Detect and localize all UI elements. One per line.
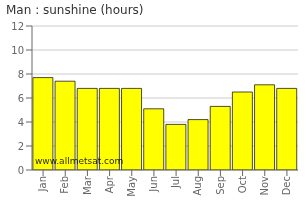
svg-text:Jan: Jan [37, 176, 48, 192]
svg-text:6: 6 [18, 93, 24, 104]
svg-text:4: 4 [18, 117, 24, 128]
svg-text:Aug: Aug [192, 176, 203, 196]
svg-text:Sep: Sep [215, 176, 226, 195]
svg-text:Mar: Mar [82, 175, 93, 195]
svg-text:Oct: Oct [237, 176, 248, 193]
svg-text:0: 0 [18, 165, 24, 176]
html-text:Man : sunshine (hours): Man : sunshine (hours) [6, 3, 144, 17]
svg-text:2: 2 [18, 141, 24, 152]
svg-text:Apr: Apr [104, 175, 115, 193]
svg-text:Jul: Jul [170, 176, 181, 189]
svg-text:Jun: Jun [148, 176, 159, 193]
svg-text:Nov: Nov [259, 176, 270, 196]
svg-text:10: 10 [11, 45, 24, 56]
svg-text:May: May [126, 176, 137, 197]
html-text:www.allmetsat.com: www.allmetsat.com [35, 156, 124, 166]
svg-text:12: 12 [11, 21, 24, 32]
svg-text:Feb: Feb [59, 176, 70, 194]
svg-text:Dec: Dec [281, 176, 292, 195]
svg-text:8: 8 [18, 69, 24, 80]
